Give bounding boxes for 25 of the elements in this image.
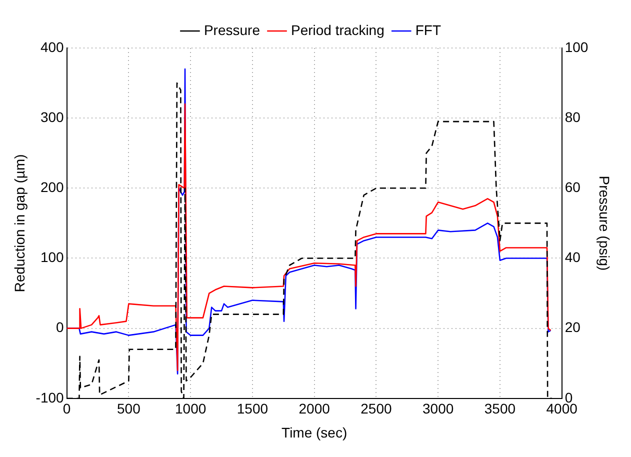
y-tick-label: 200 (40, 179, 64, 196)
y2-tick-label: 20 (564, 319, 581, 336)
y2-tick-label: 40 (564, 249, 581, 266)
y-tick-label: 0 (56, 319, 64, 336)
x-axis-title: Time (sec) (282, 424, 348, 440)
legend-label: Period tracking (290, 22, 384, 38)
x-tick-label: 3500 (484, 400, 516, 417)
y2-axis-title: Pressure (psig) (596, 176, 613, 271)
x-tick-label: 1000 (175, 400, 206, 417)
y2-tick-label: 0 (564, 389, 573, 406)
y-tick-label: 400 (40, 38, 64, 55)
legend-label: FFT (415, 22, 442, 38)
legend-label: Pressure (204, 22, 260, 38)
y2-tick-label: 80 (564, 108, 581, 125)
x-tick-label: 1500 (236, 400, 268, 417)
y-tick-label: -100 (36, 389, 64, 406)
y-axis-title: Reduction in gap (µm) (11, 154, 28, 292)
y2-tick-label: 100 (564, 38, 588, 55)
y-tick-label: 300 (40, 108, 64, 125)
x-tick-label: 2500 (360, 400, 392, 417)
x-tick-label: 500 (117, 400, 141, 417)
x-tick-label: 2000 (298, 400, 330, 417)
y2-tick-label: 60 (564, 179, 581, 196)
x-tick-label: 3000 (422, 400, 454, 417)
y-tick-label: 100 (40, 249, 64, 266)
